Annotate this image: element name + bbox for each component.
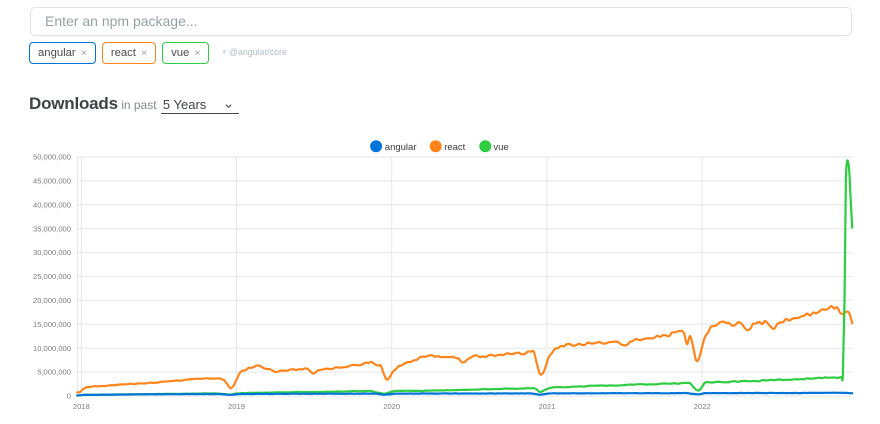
svg-text:2018: 2018 [73,402,90,411]
svg-text:10,000,000: 10,000,000 [33,344,71,353]
svg-text:30,000,000: 30,000,000 [33,248,71,257]
svg-text:2021: 2021 [538,402,555,411]
svg-text:35,000,000: 35,000,000 [33,224,71,233]
svg-text:vue: vue [493,142,508,153]
svg-text:50,000,000: 50,000,000 [33,153,71,162]
svg-text:25,000,000: 25,000,000 [33,272,71,281]
svg-text:40,000,000: 40,000,000 [33,200,71,209]
svg-text:angular: angular [385,142,417,153]
svg-text:2022: 2022 [694,402,711,411]
svg-text:0: 0 [67,392,71,401]
svg-text:20,000,000: 20,000,000 [33,296,71,305]
svg-text:2020: 2020 [383,402,400,411]
svg-text:5,000,000: 5,000,000 [37,368,71,377]
svg-text:15,000,000: 15,000,000 [33,320,71,329]
svg-text:2019: 2019 [228,402,245,411]
svg-text:45,000,000: 45,000,000 [33,177,71,186]
svg-text:react: react [444,142,465,153]
